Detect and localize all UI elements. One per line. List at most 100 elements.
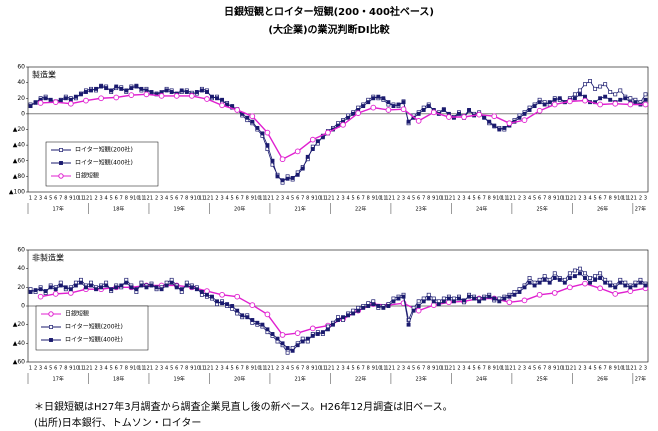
point bbox=[547, 280, 552, 285]
point bbox=[336, 318, 340, 322]
x-tick-label: 8 bbox=[488, 366, 491, 372]
point bbox=[557, 96, 562, 101]
point bbox=[572, 274, 577, 279]
y-tick-label: ▲100 bbox=[9, 189, 25, 196]
y-tick-label: 60 bbox=[17, 64, 25, 71]
point bbox=[537, 100, 542, 105]
point bbox=[446, 296, 451, 301]
point bbox=[199, 88, 204, 93]
x-tick-label: 8 bbox=[548, 196, 551, 202]
x-tick-label: 1 bbox=[150, 196, 153, 202]
x-tick-label: 5 bbox=[412, 366, 415, 372]
x-tick-label: 1 bbox=[89, 196, 92, 202]
x-tick-label: 1 bbox=[89, 366, 92, 372]
point bbox=[366, 100, 371, 105]
point bbox=[230, 304, 235, 308]
x-tick-label: 2 bbox=[276, 366, 279, 372]
point bbox=[506, 120, 513, 127]
point bbox=[113, 94, 120, 101]
x-tick-label: 5 bbox=[49, 196, 52, 202]
x-tick-label: 11 bbox=[562, 366, 568, 372]
x-tick-label: 6 bbox=[115, 196, 118, 202]
point bbox=[451, 299, 456, 304]
x-tick-label: 7 bbox=[120, 366, 123, 372]
point bbox=[230, 104, 235, 109]
x-tick-label: 2 bbox=[397, 196, 400, 202]
point bbox=[430, 302, 437, 308]
x-tick-label: 4 bbox=[226, 366, 229, 372]
x-tick-label: 6 bbox=[538, 366, 541, 372]
point bbox=[220, 301, 225, 306]
x-tick-label: 2 bbox=[336, 366, 339, 372]
x-tick-label: 6 bbox=[115, 366, 118, 372]
point bbox=[487, 119, 492, 124]
x-tick-label: 12 bbox=[567, 196, 573, 202]
x-tick-label: 3 bbox=[99, 366, 102, 372]
point bbox=[245, 115, 250, 120]
point bbox=[99, 285, 104, 290]
x-tick-label: 6 bbox=[175, 366, 178, 372]
x-tick-label: 2 bbox=[518, 196, 521, 202]
point bbox=[164, 283, 169, 288]
point bbox=[593, 277, 598, 282]
point bbox=[28, 104, 33, 109]
x-tick-label: 11 bbox=[622, 366, 628, 372]
x-tick-label: 12 bbox=[204, 196, 210, 202]
x-tick-label: 1 bbox=[29, 366, 32, 372]
x-tick-label: 10 bbox=[194, 196, 200, 202]
point bbox=[114, 285, 119, 290]
x-tick-label: 12 bbox=[385, 196, 391, 202]
point bbox=[295, 343, 300, 348]
point bbox=[37, 100, 44, 106]
point bbox=[250, 119, 255, 124]
x-tick-label: 2 bbox=[639, 366, 642, 372]
point bbox=[416, 111, 421, 116]
point bbox=[588, 79, 592, 84]
x-tick-label: 5 bbox=[291, 366, 294, 372]
x-tick-label: 7 bbox=[59, 366, 62, 372]
x-year-label: 19年 bbox=[174, 206, 185, 213]
x-tick-label: 4 bbox=[528, 366, 531, 372]
point bbox=[73, 283, 78, 288]
x-tick-label: 8 bbox=[306, 196, 309, 202]
y-tick-label: 0 bbox=[21, 110, 25, 117]
point bbox=[426, 104, 431, 109]
point bbox=[173, 93, 180, 99]
point bbox=[482, 296, 487, 301]
x-tick-label: 7 bbox=[180, 366, 183, 372]
x-tick-label: 7 bbox=[301, 366, 304, 372]
x-tick-label: 5 bbox=[231, 196, 234, 202]
point bbox=[143, 91, 150, 98]
x-tick-label: 11 bbox=[138, 366, 144, 372]
point bbox=[446, 114, 452, 120]
point bbox=[467, 294, 472, 299]
point bbox=[567, 276, 572, 280]
x-tick-label: 8 bbox=[306, 366, 309, 372]
point bbox=[482, 115, 487, 120]
point bbox=[430, 109, 437, 116]
point bbox=[255, 320, 260, 325]
x-tick-label: 12 bbox=[446, 196, 452, 202]
x-tick-label: 6 bbox=[599, 366, 602, 372]
point bbox=[623, 283, 628, 288]
point bbox=[294, 148, 301, 155]
x-tick-label: 2 bbox=[215, 366, 218, 372]
x-tick-label: 2 bbox=[578, 196, 581, 202]
x-tick-label: 12 bbox=[325, 196, 331, 202]
x-tick-label: 5 bbox=[473, 196, 476, 202]
x-tick-label: 5 bbox=[473, 366, 476, 372]
point bbox=[275, 174, 280, 179]
point bbox=[139, 86, 144, 91]
x-tick-label: 10 bbox=[254, 366, 260, 372]
x-year-label: 17年 bbox=[53, 376, 64, 383]
point bbox=[109, 287, 114, 292]
x-tick-label: 2 bbox=[94, 366, 97, 372]
point bbox=[361, 104, 366, 109]
panel-title: 製造業 bbox=[32, 70, 56, 80]
x-tick-label: 8 bbox=[609, 196, 612, 202]
point bbox=[521, 117, 528, 123]
x-tick-label: 11 bbox=[78, 366, 84, 372]
x-tick-label: 2 bbox=[518, 366, 521, 372]
point bbox=[400, 106, 407, 113]
point bbox=[346, 313, 351, 318]
